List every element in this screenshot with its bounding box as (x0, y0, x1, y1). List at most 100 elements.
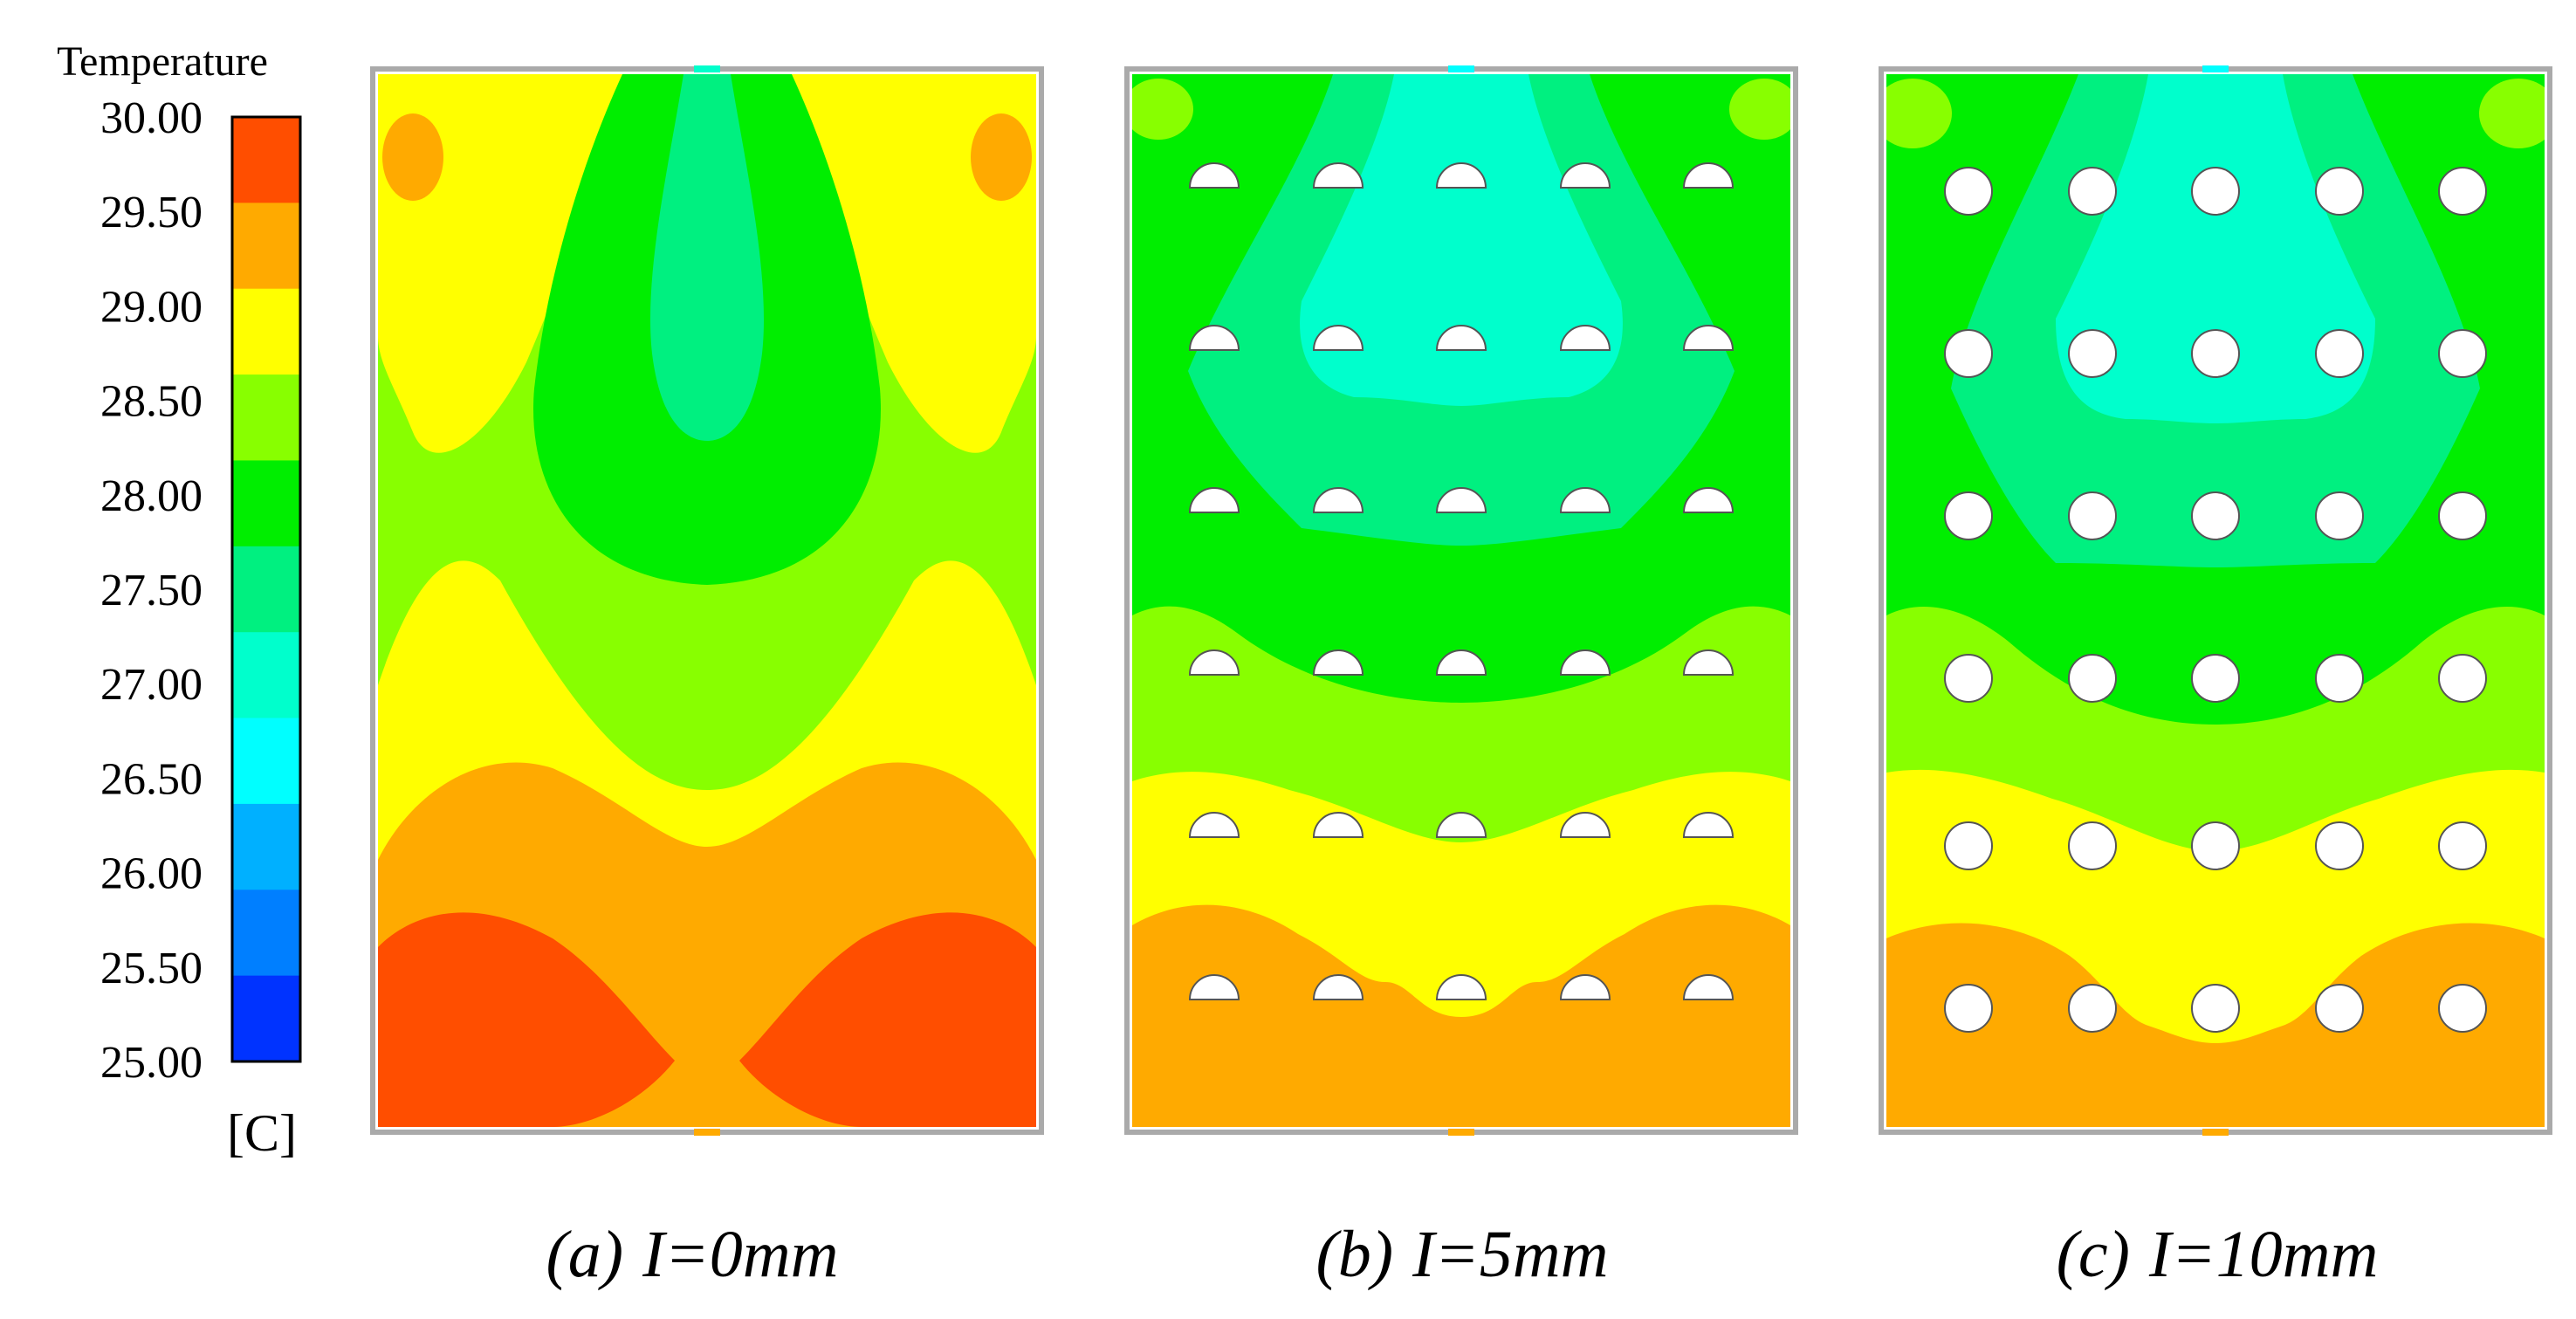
panel-c-pin-fins (1944, 167, 2487, 1033)
pin-fin-hole (2438, 654, 2487, 703)
contour-panel-b (1124, 65, 1798, 1136)
legend-band-9 (232, 890, 300, 977)
pin-fin-hole (1559, 162, 1611, 189)
legend-tick-label: 29.00 (100, 282, 203, 332)
pin-fin-hole (2315, 821, 2364, 870)
panel-b-region-26-5 (1300, 74, 1623, 406)
legend-tick-labels: 30.00 29.50 29.00 28.50 28.00 27.50 27.00 26.50… (100, 93, 203, 1088)
panel-c-inlet (2202, 65, 2229, 72)
legend-tick-label: 25.00 (100, 1038, 203, 1088)
pin-fin-hole (1312, 162, 1364, 189)
pin-fin-hole (1682, 162, 1735, 189)
pin-fin-hole (1682, 974, 1735, 1000)
pin-fin-hole (1944, 329, 1993, 378)
panel-c-region-29 (1886, 923, 2545, 1127)
legend-band-1 (232, 203, 300, 290)
pin-fin-hole (1435, 162, 1487, 189)
pin-fin-hole (1559, 974, 1611, 1000)
legend-tick-label: 29.50 (100, 188, 203, 237)
pin-fin-hole (2068, 329, 2117, 378)
pin-fin-hole (2438, 167, 2487, 216)
pin-fin-hole (2191, 821, 2240, 870)
legend-band-5 (232, 546, 300, 633)
panel-a-hotspot-top-left (382, 113, 443, 201)
pin-fin-hole (1559, 325, 1611, 351)
pin-fin-hole (2438, 491, 2487, 540)
panel-b-outlet (1448, 1129, 1474, 1136)
pin-fin-hole (2315, 654, 2364, 703)
caption-a-text: I=0mm (642, 1218, 838, 1291)
legend-band-3 (232, 374, 300, 461)
pin-fin-hole (1188, 974, 1240, 1000)
pin-fin-hole (2068, 167, 2117, 216)
legend-band-10 (232, 975, 300, 1062)
pin-fin-hole (1435, 325, 1487, 351)
pin-fin-hole (2315, 167, 2364, 216)
pin-fin-hole (1435, 974, 1487, 1000)
panel-c-outlet (2202, 1129, 2229, 1136)
color-legend: Temperature 30.00 29.50 29.00 28.50 28.00 27.… (57, 38, 302, 1162)
caption-b-letter: (b) (1316, 1218, 1394, 1291)
panel-b-region-29 (1132, 904, 1790, 1127)
pin-fin-hole (1435, 487, 1487, 513)
pin-fin-hole (2315, 329, 2364, 378)
legend-tick-label: 30.00 (100, 93, 203, 143)
legend-tick-label: 27.00 (100, 660, 203, 710)
panel-c-region-26-5 (2056, 74, 2375, 423)
panel-b-warm-corner-right (1729, 79, 1790, 140)
pin-fin-hole (2191, 167, 2240, 216)
pin-fin-hole (1944, 984, 1993, 1033)
pin-fin-hole (2068, 984, 2117, 1033)
caption-b: (b) I=5mm (1316, 1218, 1609, 1291)
pin-fin-hole (1682, 812, 1735, 838)
pin-fin-hole (1944, 821, 1993, 870)
pin-fin-hole (2315, 984, 2364, 1033)
panel-a-region-295-right (739, 912, 1036, 1127)
legend-band-6 (232, 632, 300, 719)
panel-b-inlet (1448, 65, 1474, 72)
pin-fin-hole (1188, 649, 1240, 676)
caption-c: (c) I=10mm (2057, 1218, 2379, 1291)
legend-tick-label: 27.50 (100, 566, 203, 615)
legend-band-7 (232, 718, 300, 805)
panel-a-region-295-left (378, 912, 675, 1127)
legend-tick-label: 25.50 (100, 944, 203, 993)
legend-band-4 (232, 460, 300, 547)
pin-fin-hole (1435, 649, 1487, 676)
pin-fin-hole (1188, 812, 1240, 838)
panel-a-region-27 (650, 74, 764, 441)
contour-panel-a (370, 65, 1044, 1136)
pin-fin-hole (2438, 821, 2487, 870)
caption-a-letter: (a) (546, 1218, 624, 1291)
pin-fin-hole (1312, 974, 1364, 1000)
pin-fin-hole (2438, 984, 2487, 1033)
legend-band-2 (232, 288, 300, 375)
panel-b-warm-corner-left (1132, 79, 1193, 140)
pin-fin-hole (2438, 329, 2487, 378)
panel-a-hotspot-top-right (971, 113, 1032, 201)
pin-fin-hole (2191, 984, 2240, 1033)
panel-a-outlet (694, 1129, 720, 1136)
pin-fin-hole (2068, 491, 2117, 540)
panel-c-warm-corner-left (1886, 79, 1952, 148)
pin-fin-hole (1944, 167, 1993, 216)
pin-fin-hole (1682, 325, 1735, 351)
pin-fin-hole (1944, 654, 1993, 703)
caption-c-letter: (c) (2057, 1218, 2130, 1291)
panel-a-inlet (694, 65, 720, 72)
pin-fin-hole (1682, 649, 1735, 676)
pin-fin-hole (1312, 325, 1364, 351)
pin-fin-hole (1682, 487, 1735, 513)
legend-tick-label: 26.50 (100, 754, 203, 804)
legend-bar-border (230, 115, 302, 1063)
caption-a: (a) I=0mm (546, 1218, 839, 1291)
pin-fin-hole (1312, 649, 1364, 676)
pin-fin-hole (1188, 487, 1240, 513)
pin-fin-hole (1559, 487, 1611, 513)
legend-band-0 (232, 117, 300, 203)
legend-unit: [C] (227, 1104, 297, 1162)
legend-color-bar (232, 117, 300, 1062)
pin-fin-hole (1188, 325, 1240, 351)
legend-tick-label: 28.00 (100, 471, 203, 521)
